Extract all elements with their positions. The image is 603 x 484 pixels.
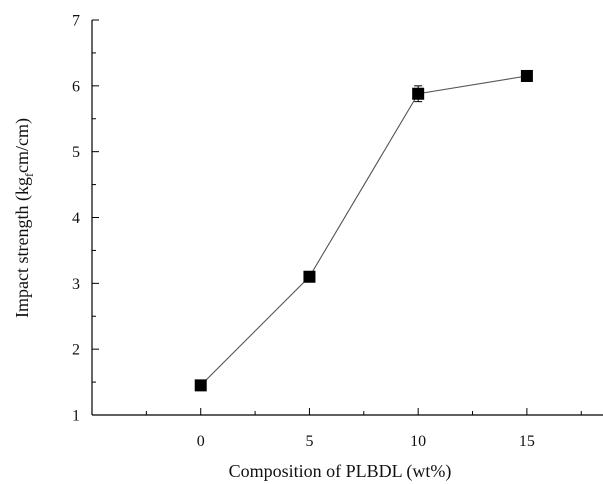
- data-point-marker: [194, 379, 207, 392]
- y-tick-label: 4: [72, 210, 80, 227]
- data-point-marker: [520, 69, 533, 82]
- y-axis-title: Impact strength (kgfcm/cm): [12, 118, 36, 318]
- y-tick-label: 1: [72, 408, 80, 425]
- x-tick-label: 0: [197, 433, 205, 450]
- y-tick-label: 7: [72, 13, 80, 30]
- x-axis-title: Composition of PLBDL (wt%): [229, 461, 452, 482]
- data-point-marker: [303, 270, 316, 283]
- series: [194, 69, 533, 392]
- x-tick-label: 5: [305, 433, 313, 450]
- y-tick-label: 6: [72, 78, 80, 95]
- y-tick-label: 2: [72, 342, 80, 359]
- x-tick-label: 10: [410, 433, 426, 450]
- ticks: 1 2 3 4 5 6 7 0 5 10 15: [72, 13, 582, 450]
- data-point-marker: [412, 87, 425, 100]
- y-tick-label: 3: [72, 276, 80, 293]
- series-line: [200, 75, 527, 386]
- x-tick-label: 15: [519, 433, 535, 450]
- y-tick-label: 5: [72, 144, 80, 161]
